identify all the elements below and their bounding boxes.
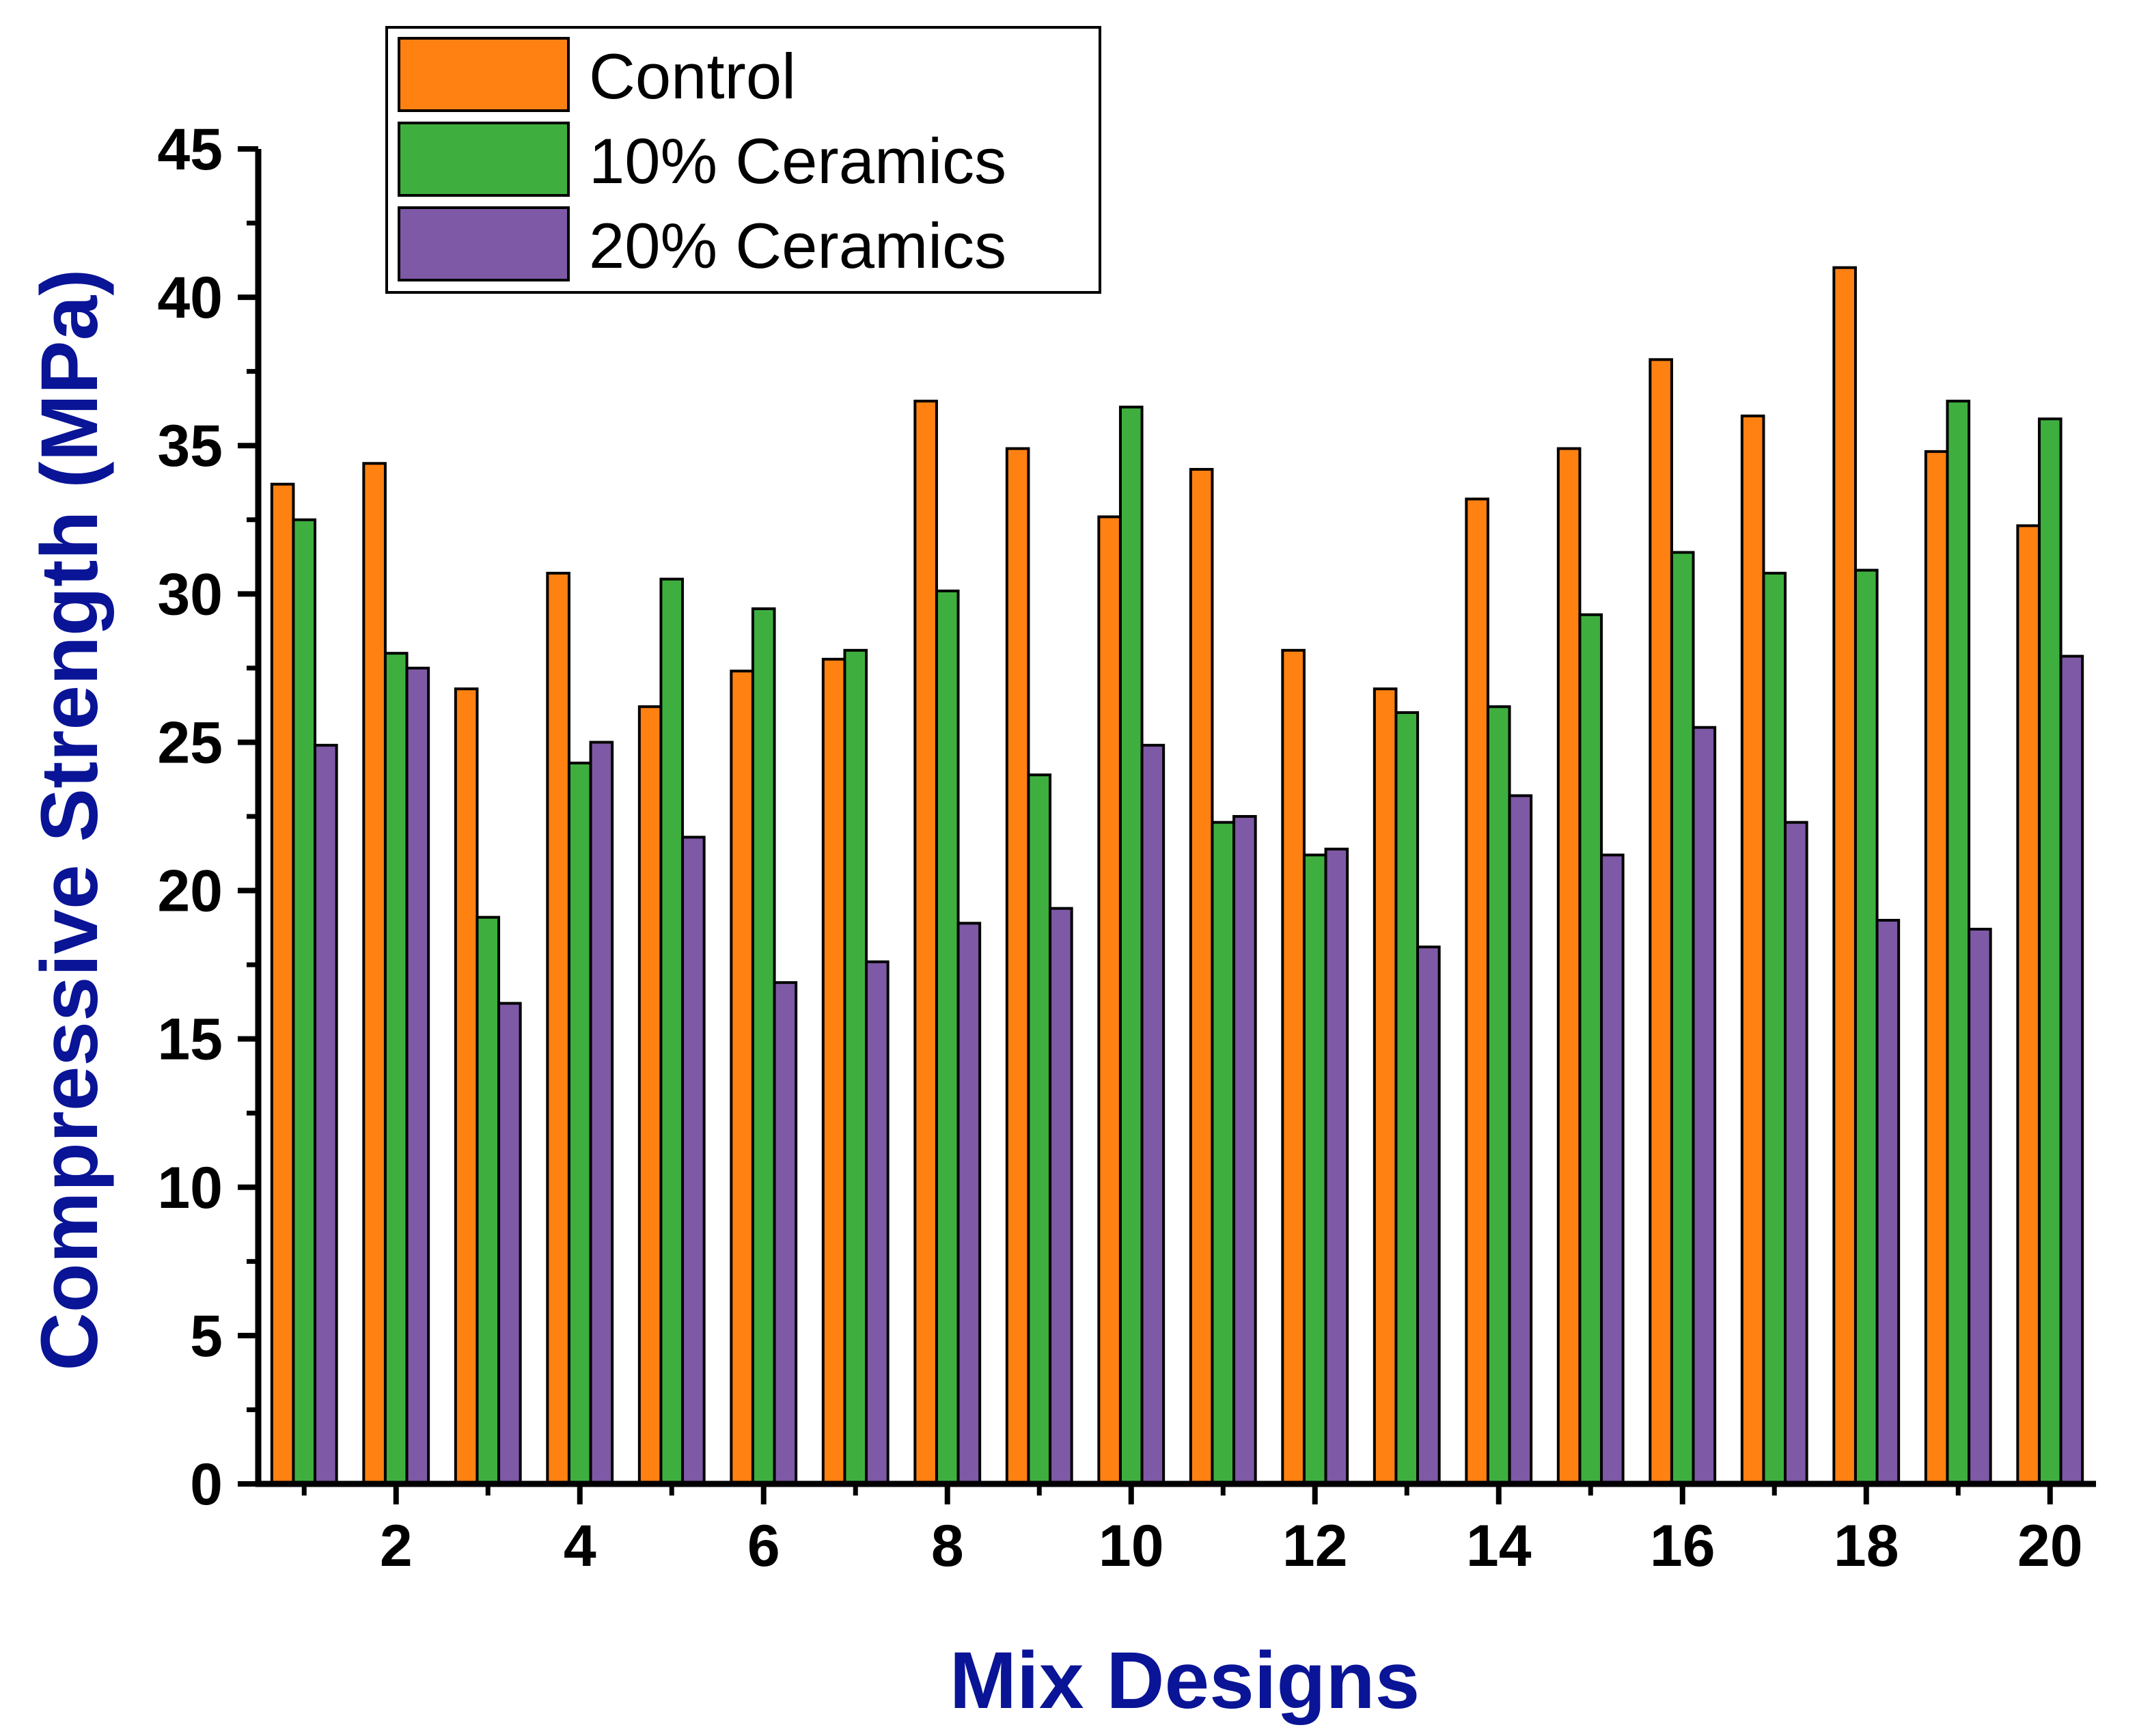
bar-0-17 bbox=[1740, 414, 1765, 1485]
bar-1-13 bbox=[1394, 711, 1420, 1485]
bar-2-1 bbox=[314, 743, 338, 1485]
legend-swatch-1 bbox=[398, 122, 570, 197]
bar-0-15 bbox=[1556, 447, 1582, 1485]
y-axis-title: Compressive Strength (MPa) bbox=[25, 269, 115, 1371]
bar-1-7 bbox=[843, 648, 868, 1485]
bar-1-8 bbox=[935, 589, 960, 1485]
bar-2-14 bbox=[1508, 794, 1533, 1486]
x-tick-label: 6 bbox=[747, 1513, 780, 1579]
bar-0-11 bbox=[1189, 467, 1214, 1486]
bar-2-15 bbox=[1600, 853, 1625, 1485]
bars-layer bbox=[270, 266, 2084, 1486]
bar-2-13 bbox=[1416, 946, 1441, 1485]
bar-0-13 bbox=[1373, 687, 1398, 1485]
legend: Control 10% Ceramics 20% Ceramics bbox=[385, 26, 1101, 294]
bar-2-8 bbox=[956, 922, 982, 1485]
bar-2-18 bbox=[1875, 918, 1901, 1485]
bar-2-20 bbox=[2059, 655, 2084, 1485]
bar-0-8 bbox=[913, 400, 938, 1485]
bar-1-14 bbox=[1486, 705, 1511, 1485]
y-tick-label: 0 bbox=[190, 1452, 223, 1517]
y-tick-label: 20 bbox=[157, 859, 223, 924]
x-axis-title: Mix Designs bbox=[950, 1636, 1420, 1726]
bar-0-16 bbox=[1649, 358, 1673, 1486]
bar-0-6 bbox=[730, 670, 754, 1486]
x-tick-label: 12 bbox=[1282, 1513, 1348, 1579]
bar-1-1 bbox=[292, 518, 317, 1485]
y-tick-label: 45 bbox=[157, 117, 223, 182]
bar-1-2 bbox=[383, 652, 409, 1486]
bar-1-19 bbox=[1946, 400, 1971, 1485]
x-tick-label: 4 bbox=[564, 1513, 596, 1579]
bar-0-19 bbox=[1924, 450, 1949, 1486]
axes-layer bbox=[255, 149, 2096, 1487]
y-tick-label: 5 bbox=[190, 1304, 223, 1369]
bar-2-2 bbox=[405, 666, 430, 1485]
bar-2-6 bbox=[773, 981, 798, 1485]
series-2 bbox=[314, 655, 2084, 1486]
bar-2-4 bbox=[589, 741, 614, 1485]
bar-2-3 bbox=[497, 1002, 522, 1486]
bar-1-15 bbox=[1578, 613, 1603, 1485]
ticks-layer: 0 5 10 15 20 25 30 35 40 45 2 4 6 8 10 12 14 16 18 20 bbox=[157, 117, 2082, 1579]
y-tick-label: 25 bbox=[157, 710, 223, 775]
y-tick-label: 35 bbox=[157, 413, 223, 479]
bar-2-5 bbox=[681, 836, 706, 1485]
bar-1-4 bbox=[567, 761, 592, 1485]
bar-0-18 bbox=[1832, 266, 1857, 1486]
bar-1-12 bbox=[1302, 853, 1327, 1485]
legend-label-2: 20% Ceramics bbox=[589, 210, 1006, 281]
bar-0-14 bbox=[1465, 497, 1489, 1485]
legend-label-0: Control bbox=[589, 40, 796, 112]
legend-label-1: 10% Ceramics bbox=[589, 125, 1006, 197]
bar-1-16 bbox=[1670, 551, 1695, 1485]
x-tick-label: 20 bbox=[2017, 1513, 2083, 1579]
bar-1-10 bbox=[1118, 405, 1144, 1485]
bar-1-11 bbox=[1211, 821, 1236, 1485]
y-tick-label: 40 bbox=[157, 265, 223, 331]
bar-0-2 bbox=[362, 462, 387, 1486]
legend-swatch-2 bbox=[398, 206, 570, 281]
bar-2-17 bbox=[1784, 821, 1808, 1485]
bar-1-17 bbox=[1762, 571, 1787, 1486]
bar-2-10 bbox=[1140, 743, 1166, 1485]
x-tick-label: 16 bbox=[1650, 1513, 1715, 1579]
y-tick-label: 15 bbox=[157, 1007, 223, 1073]
x-tick-label: 8 bbox=[931, 1513, 964, 1579]
x-tick-label: 10 bbox=[1099, 1513, 1164, 1579]
y-tick-label: 10 bbox=[157, 1155, 223, 1221]
bar-2-12 bbox=[1324, 847, 1349, 1485]
bar-1-18 bbox=[1853, 568, 1879, 1485]
bar-0-4 bbox=[546, 571, 570, 1486]
x-tick-label: 18 bbox=[1834, 1513, 1899, 1579]
bar-0-20 bbox=[2016, 524, 2041, 1485]
bar-0-1 bbox=[270, 482, 295, 1485]
bar-0-3 bbox=[454, 687, 479, 1485]
bar-2-7 bbox=[865, 960, 890, 1486]
y-tick-label: 30 bbox=[157, 562, 223, 627]
bar-0-7 bbox=[821, 657, 846, 1486]
bar-1-3 bbox=[475, 915, 501, 1485]
bar-1-6 bbox=[751, 607, 776, 1485]
bar-0-12 bbox=[1281, 648, 1306, 1485]
legend-swatch-0 bbox=[398, 37, 570, 112]
bar-1-9 bbox=[1027, 773, 1052, 1485]
bar-2-9 bbox=[1049, 907, 1073, 1485]
bar-1-5 bbox=[659, 577, 685, 1485]
bar-1-20 bbox=[2037, 417, 2063, 1485]
bar-2-11 bbox=[1232, 815, 1257, 1485]
x-tick-label: 14 bbox=[1466, 1513, 1532, 1579]
x-tick-label: 2 bbox=[380, 1513, 413, 1579]
bar-0-5 bbox=[637, 705, 663, 1485]
bar-2-16 bbox=[1692, 726, 1717, 1485]
bar-0-10 bbox=[1097, 515, 1122, 1485]
bar-2-19 bbox=[1968, 928, 1992, 1485]
bar-0-9 bbox=[1005, 447, 1030, 1485]
